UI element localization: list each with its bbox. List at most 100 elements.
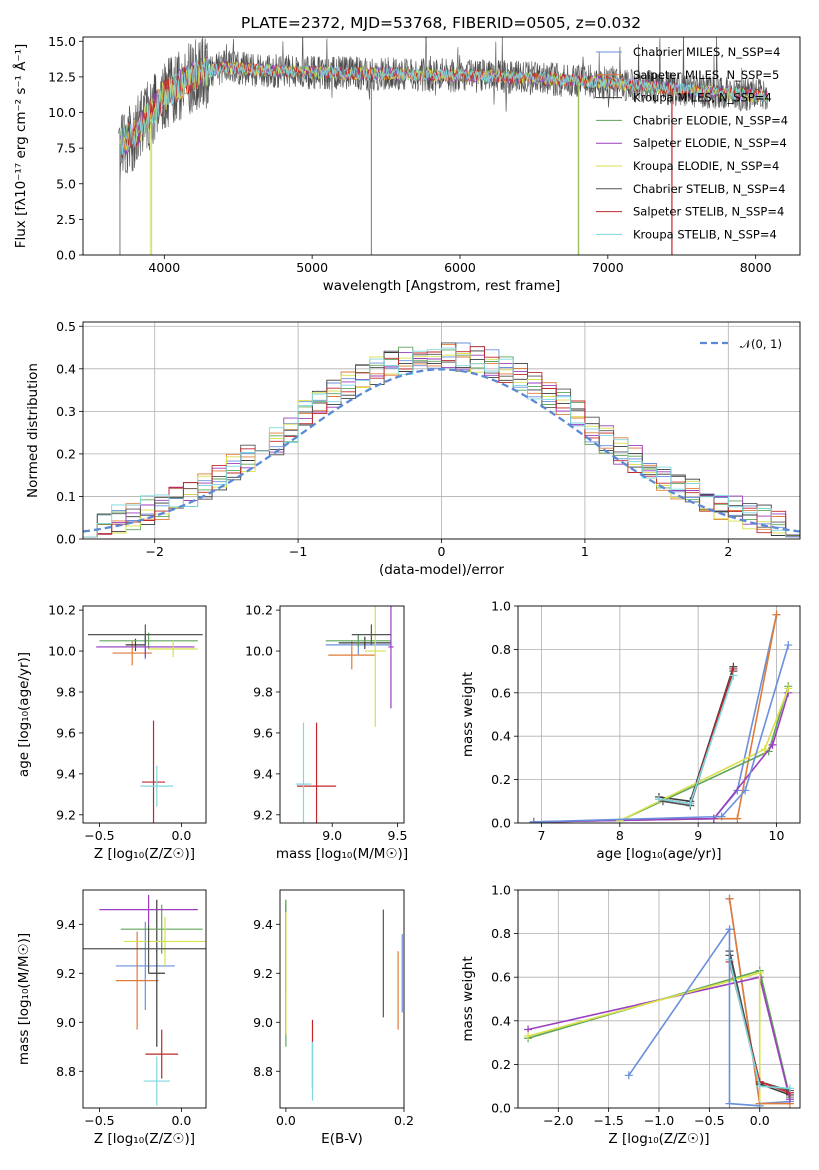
y-tick-label: 12.5 [48,69,76,84]
y-tick-label: 9.4 [56,766,76,781]
data-point-marker [725,894,734,903]
plot-area-mass_weight_vs_age [518,606,800,823]
errorbar-point [148,640,198,658]
y-tick-label: 5.0 [56,176,76,191]
plot-area-mass_vs_Z [83,894,206,1106]
y-axis-label: mass weight [460,956,476,1041]
y-tick-label: 0.2 [491,1057,511,1072]
data-point-marker [755,968,764,977]
errorbar-point [83,924,206,974]
data-point-marker [686,799,695,808]
legend-entry: Kroupa ELODIE, N_SSP=4 [633,159,779,173]
data-point-marker [741,786,750,795]
y-tick-label: 9.2 [56,807,76,822]
data-point-marker [772,610,781,619]
y-tick-label: 10.2 [245,603,273,618]
y-tick-label: 9.6 [253,725,273,740]
mass-weight-series-3 [619,686,790,822]
y-tick-label: 9.8 [253,684,273,699]
mass-weight-series-8 [658,675,735,805]
axes-frame [82,321,801,540]
errorbar-point [143,1056,170,1106]
legend-entry: 𝒩(0, 1) [740,337,782,351]
x-tick-label: 7 [538,828,546,843]
y-tick-label: 9.2 [253,966,273,981]
data-point-marker [768,740,777,749]
x-tick-label: 6000 [444,260,476,275]
errorbar-point [351,624,391,645]
y-tick-label: 10.0 [245,644,273,659]
data-point-marker [784,641,793,650]
panel-spectrum: 4000 5000 6000 7000 8000 0.0 2.5 5.0 7.5 10.0 12.5… [12,34,801,294]
y-axis-label: Normed distribution [25,363,41,498]
panel-mass_weight_vs_age: 7 8 9 10 0.0 0.2 0.4 0.6 0.8 1.0 age [log₁₀(age/yr… [460,599,801,862]
x-tick-label: 1 [581,544,589,559]
mass-weight-series-9 [533,644,790,823]
y-tick-label: 0.4 [56,361,76,376]
data-point-marker [785,1084,794,1093]
errorbar-point [338,636,391,649]
errorbar-point [115,931,159,1030]
data-point-marker [624,1071,633,1080]
x-axis-label: Z [log₁₀(Z/Z☉)] [608,1131,709,1147]
y-tick-label: 9.8 [56,684,76,699]
y-tick-label: 7.5 [56,141,76,156]
y-tick-label: 9.6 [56,725,76,740]
x-tick-label: −2 [145,544,163,559]
y-tick-label: 9.2 [253,807,273,822]
x-tick-label: 4000 [148,260,180,275]
y-tick-label: 0.1 [56,489,76,504]
x-axis-label: wavelength [Angstrom, rest frame] [323,278,561,294]
y-tick-label: 0.3 [56,404,76,419]
x-tick-label: 10 [769,828,785,843]
y-tick-label: 0.2 [491,772,511,787]
y-tick-label: 9.0 [56,1015,76,1030]
x-axis-label: (data-model)/error [379,562,505,578]
legend-entry: Salpeter ELODIE, N_SSP=4 [633,136,787,150]
y-axis-label: age [log₁₀(age/yr)] [16,652,32,777]
panel-mass_vs_ebv: 0.0 0.2 8.8 9.0 9.2 9.4 E(B-V) [253,889,414,1147]
y-tick-label: 0.0 [491,816,511,831]
errorbar-point [124,916,206,966]
mass-weight-series-4 [533,692,790,823]
y-tick-label: 8.8 [253,1064,273,1079]
y-tick-label: 9.4 [56,917,76,932]
x-tick-label: −1 [289,544,307,559]
x-tick-label: −0.5 [84,1113,114,1128]
legend-entry: Kroupa STELIB, N_SSP=4 [633,227,777,241]
data-point-marker [615,816,624,823]
data-point-marker [725,925,734,934]
x-tick-label: −1.0 [644,1113,674,1128]
x-tick-label: 0.0 [171,1113,191,1128]
y-tick-label: 0.2 [56,446,76,461]
errorbar-point [99,894,198,925]
errorbar-point [142,720,165,823]
y-tick-label: 0.4 [491,729,511,744]
data-point-marker [729,671,738,680]
mass-weight-series-9 [628,926,760,1107]
panel-residuals: −2 −1 0 1 2 0.0 0.1 0.2 0.3 0.4 0.5 (data-model)/er… [25,319,801,578]
x-tick-label: 9 [694,828,702,843]
y-tick-label: 2.5 [56,212,76,227]
errorbar-point [99,632,198,649]
x-tick-label: 0 [438,544,446,559]
x-tick-label: 7000 [592,260,624,275]
y-tick-label: 0.6 [491,970,511,985]
y-tick-label: 9.4 [253,766,273,781]
y-axis-label: mass [log₁₀(M/M☉)] [16,933,32,1065]
errorbar-point [145,1029,179,1079]
plot-area-age_vs_Z [87,624,203,823]
axes-frame [517,889,801,1109]
y-tick-label: 0.0 [56,532,76,547]
plot-area-age_vs_mass [295,606,394,823]
data-point-marker [784,684,793,693]
mass-weight-series-2 [658,666,735,803]
y-tick-label: 0.5 [56,319,76,334]
x-tick-label: 0.0 [276,1113,296,1128]
x-axis-label: Z [log₁₀(Z/Z☉)] [94,846,195,862]
spectrum-series-8 [119,58,768,160]
y-tick-label: 8.8 [56,1064,76,1079]
legend-entry: Chabrier STELIB, N_SSP=4 [633,182,785,196]
data-point-marker [725,1099,734,1108]
